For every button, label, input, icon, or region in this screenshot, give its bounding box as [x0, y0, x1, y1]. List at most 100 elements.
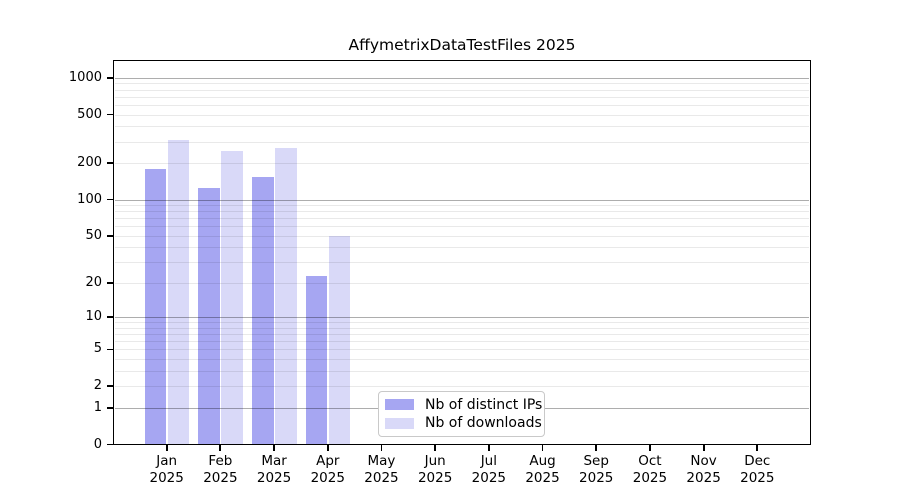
x-tick-label: Jan 2025	[139, 453, 195, 486]
x-tick-label: Sep 2025	[568, 453, 624, 486]
gridline-minor	[115, 114, 809, 116]
x-tick-month: Jun	[424, 453, 446, 469]
x-tick-year: 2025	[149, 469, 184, 486]
gridline-minor	[115, 163, 809, 165]
x-tick-year: 2025	[471, 469, 507, 486]
gridline-minor	[115, 141, 809, 143]
gridline-major	[115, 77, 809, 79]
bar-distinct-ips	[305, 275, 328, 445]
x-tick-year: 2025	[256, 469, 292, 486]
x-tick-month: Apr	[316, 453, 340, 469]
y-tick-mark	[107, 316, 113, 319]
y-tick-label: 20	[85, 274, 102, 290]
gridline-minor	[115, 341, 809, 343]
x-tick-year: 2025	[203, 469, 238, 486]
y-tick-mark	[107, 76, 113, 79]
gridline-minor	[115, 83, 809, 85]
legend-item: Nb of distinct IPs	[385, 397, 542, 413]
x-tick-mark	[541, 445, 544, 451]
x-tick-label: Mar 2025	[246, 453, 302, 486]
y-tick-mark	[107, 113, 113, 116]
x-tick-month: Oct	[638, 453, 662, 469]
x-tick-mark	[756, 445, 759, 451]
gridline-major	[115, 199, 809, 201]
x-tick-mark	[702, 445, 705, 451]
x-tick-month: Aug	[529, 453, 556, 469]
x-tick-year: 2025	[632, 469, 668, 486]
gridline-minor	[115, 126, 809, 128]
x-tick-mark	[380, 445, 383, 451]
bar-downloads	[275, 148, 297, 445]
x-tick-year: 2025	[686, 469, 721, 486]
gridline-minor	[115, 322, 809, 324]
legend-swatch	[385, 399, 414, 411]
x-tick-label: Dec 2025	[729, 453, 785, 486]
gridline-minor	[115, 262, 809, 264]
x-tick-label: Apr 2025	[300, 453, 356, 486]
x-tick-month: Mar	[261, 453, 287, 469]
gridline-minor	[115, 218, 809, 220]
x-tick-month: May	[367, 453, 396, 469]
gridline-minor	[115, 334, 809, 336]
x-tick-label: Feb 2025	[192, 453, 248, 486]
chart-title: AffymetrixDataTestFiles 2025	[348, 36, 576, 54]
bar-distinct-ips	[144, 168, 167, 445]
gridline-minor	[115, 235, 809, 237]
gridline-minor	[115, 96, 809, 98]
bar-downloads	[328, 235, 351, 445]
x-tick-mark	[595, 445, 598, 451]
y-tick-label: 200	[77, 155, 102, 171]
y-tick-mark	[107, 385, 113, 388]
y-tick-label: 1000	[68, 69, 102, 85]
y-tick-label: 500	[77, 106, 102, 122]
y-tick-mark	[107, 282, 113, 284]
gridline-minor	[115, 211, 809, 213]
x-tick-month: Feb	[208, 453, 233, 469]
x-tick-mark	[165, 445, 168, 451]
gridline-minor	[115, 359, 809, 361]
x-tick-label: Oct 2025	[622, 453, 678, 486]
gridline-minor	[115, 104, 809, 106]
gridline-major	[115, 317, 809, 319]
x-tick-year: 2025	[579, 469, 614, 486]
x-tick-mark	[273, 445, 275, 451]
gridline-minor	[115, 247, 809, 249]
y-tick-mark	[107, 443, 113, 446]
legend-label: Nb of downloads	[425, 415, 542, 432]
x-tick-mark	[434, 445, 437, 451]
x-tick-month: Jan	[156, 453, 178, 469]
x-tick-month: Jul	[480, 453, 497, 469]
bar-distinct-ips	[252, 176, 274, 445]
gridline-minor	[115, 205, 809, 207]
x-tick-label: Nov 2025	[676, 453, 732, 486]
gridline-minor	[115, 370, 809, 372]
x-tick-year: 2025	[525, 469, 560, 486]
legend-item: Nb of downloads	[385, 415, 542, 431]
x-tick-year: 2025	[310, 469, 345, 486]
gridline-minor	[115, 327, 809, 329]
y-tick-label: 2	[93, 378, 102, 394]
y-tick-mark	[107, 234, 113, 237]
x-tick-mark	[326, 445, 329, 451]
bar-downloads	[167, 139, 190, 445]
y-tick-mark	[107, 198, 113, 201]
x-tick-label: May 2025	[353, 453, 409, 486]
gridline-minor	[115, 226, 809, 228]
gridline-minor	[115, 386, 809, 388]
x-tick-year: 2025	[417, 469, 453, 486]
y-tick-label: 100	[77, 191, 102, 207]
y-tick-label: 10	[85, 309, 102, 325]
y-tick-label: 50	[85, 227, 102, 243]
x-tick-month: Nov	[690, 453, 717, 469]
gridline-minor	[115, 349, 809, 351]
gridline-minor	[115, 89, 809, 91]
x-tick-month: Dec	[744, 453, 771, 469]
y-tick-label: 1	[93, 399, 102, 415]
x-tick-label: Aug 2025	[515, 453, 571, 486]
y-tick-label: 5	[93, 341, 102, 357]
x-tick-label: Jun 2025	[407, 453, 463, 486]
bar-downloads	[221, 151, 243, 445]
x-tick-year: 2025	[740, 469, 775, 486]
x-tick-month: Sep	[583, 453, 609, 469]
